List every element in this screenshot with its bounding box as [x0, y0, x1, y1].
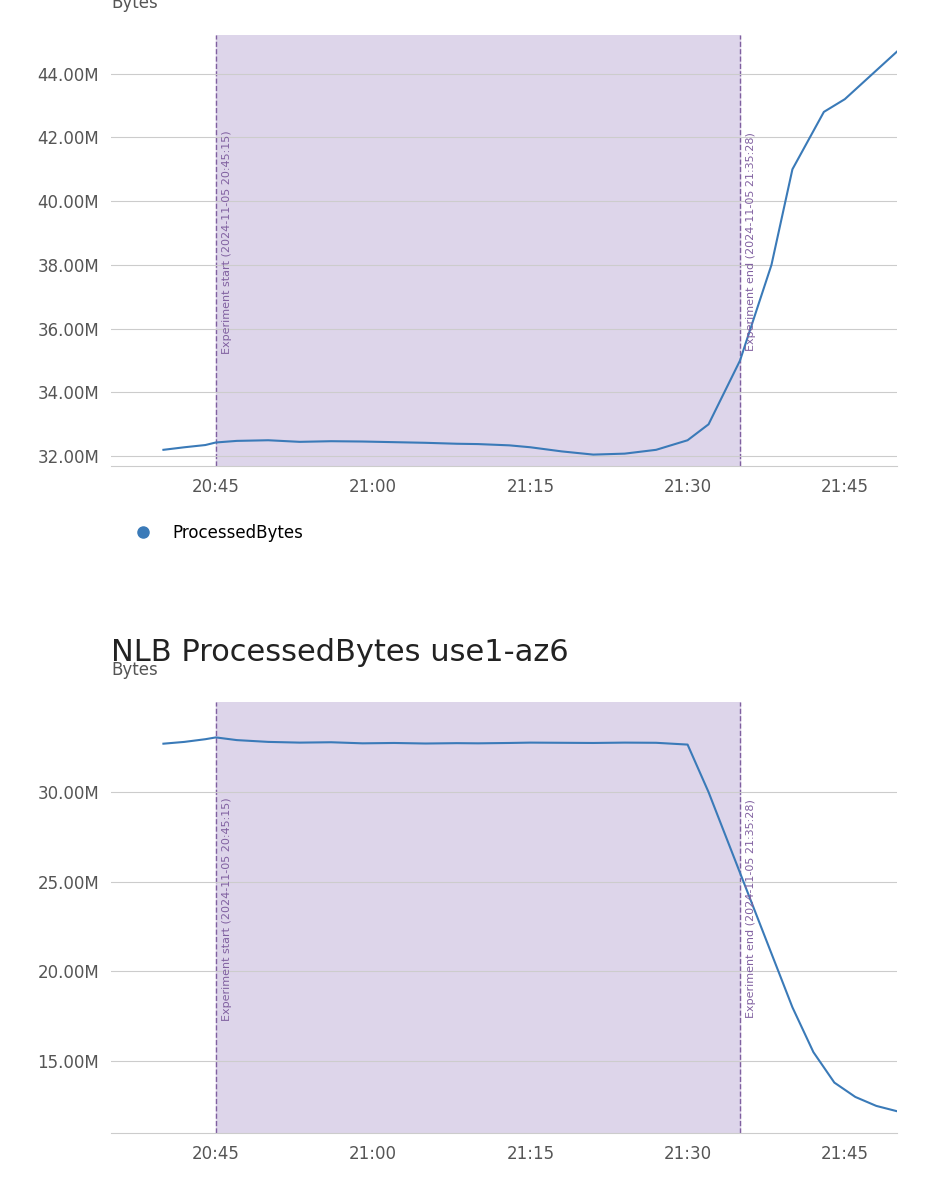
Bar	[216, 35, 740, 466]
Text: Bytes: Bytes	[111, 0, 158, 12]
Text: NLB ProcessedBytes use1-az6: NLB ProcessedBytes use1-az6	[111, 637, 569, 667]
Text: Experiment end (2024-11-05 21:35:28): Experiment end (2024-11-05 21:35:28)	[746, 132, 757, 352]
Text: Bytes: Bytes	[111, 661, 158, 678]
Text: Experiment start (2024-11-05 20:45:15): Experiment start (2024-11-05 20:45:15)	[222, 130, 232, 354]
Legend: ProcessedBytes: ProcessedBytes	[119, 517, 310, 549]
Text: Experiment end (2024-11-05 21:35:28): Experiment end (2024-11-05 21:35:28)	[746, 800, 757, 1018]
Text: Experiment start (2024-11-05 20:45:15): Experiment start (2024-11-05 20:45:15)	[222, 798, 232, 1021]
Bar	[216, 702, 740, 1133]
